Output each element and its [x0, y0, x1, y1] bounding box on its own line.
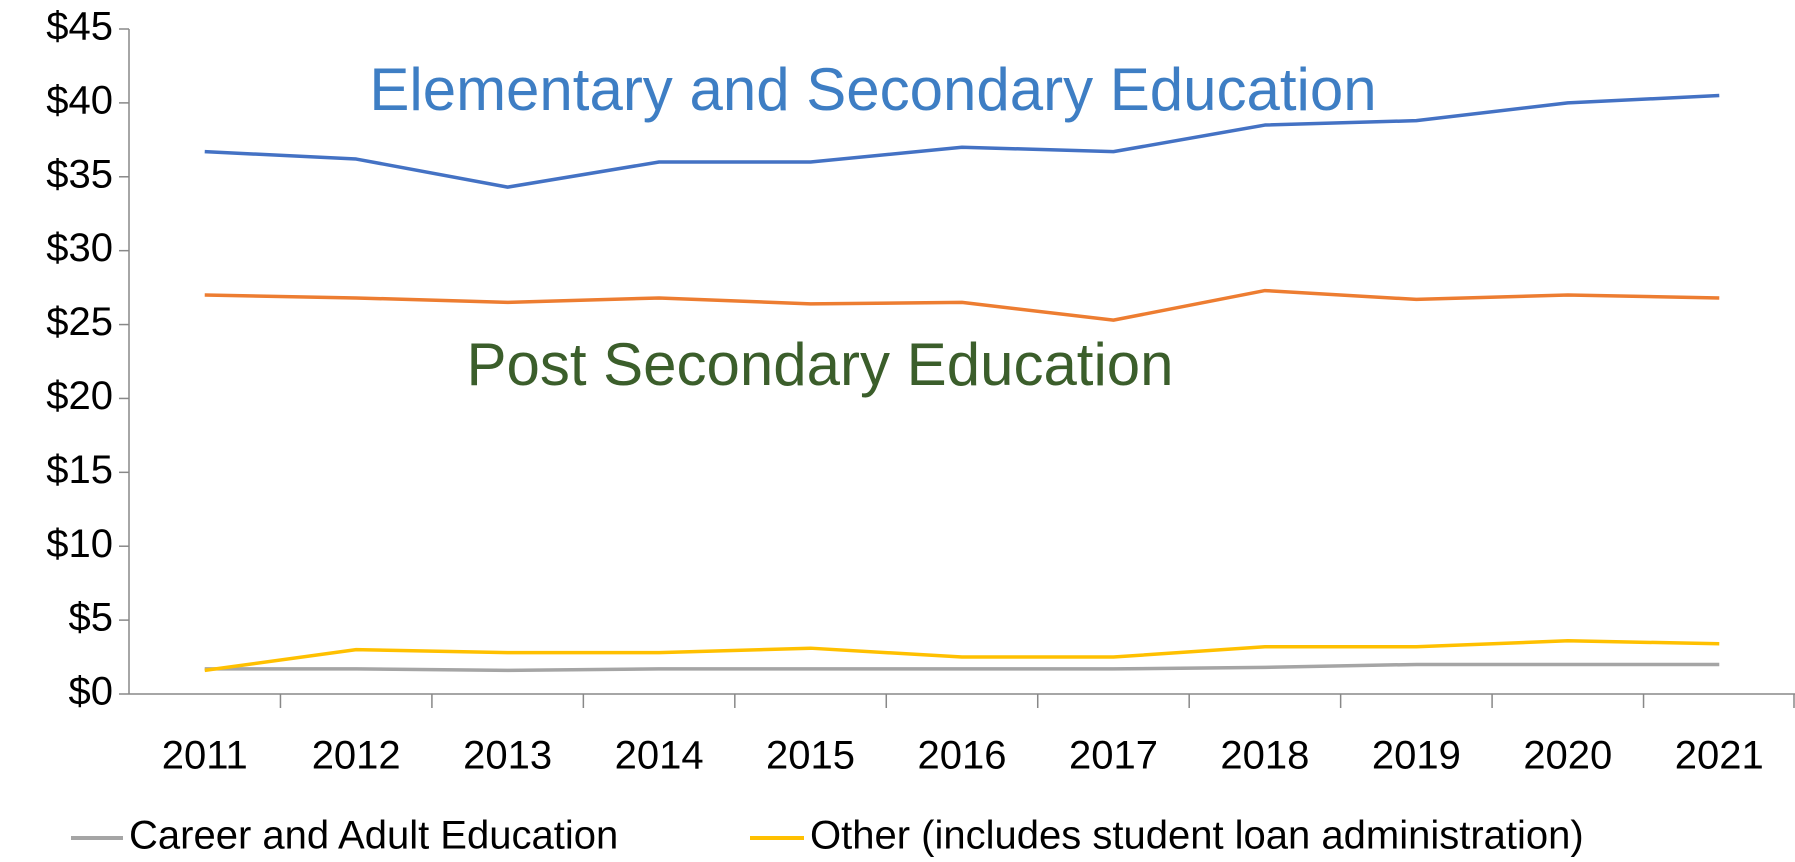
- series-line: [204, 93, 1720, 189]
- x-tick-label: 2017: [1069, 734, 1158, 778]
- x-tick-label: 2021: [1675, 734, 1764, 778]
- legend-label: Career and Adult Education: [129, 814, 618, 858]
- x-tick-label: 2020: [1523, 734, 1612, 778]
- y-tick-label: $35: [46, 152, 113, 196]
- x-tick-label: 2019: [1372, 734, 1461, 778]
- legend-label: Other (includes student loan administrat…: [810, 814, 1584, 858]
- series-line: [204, 639, 1720, 673]
- y-tick-label: $30: [46, 226, 113, 270]
- series-line: [204, 662, 1720, 673]
- y-tick-label: $5: [69, 596, 114, 640]
- y-tick-label: $0: [69, 670, 114, 714]
- x-tick-label: 2011: [162, 734, 248, 778]
- y-tick-label: $45: [46, 5, 113, 49]
- y-tick-label: $15: [46, 448, 113, 492]
- x-tick-label: 2018: [1220, 734, 1309, 778]
- x-tick-label: 2013: [463, 734, 552, 778]
- x-tick-label: 2014: [615, 734, 704, 778]
- series-label: Elementary and Secondary Education: [369, 56, 1376, 123]
- y-tick-label: $10: [46, 522, 113, 566]
- series-label: Post Secondary Education: [466, 331, 1173, 398]
- x-tick-label: 2015: [766, 734, 855, 778]
- x-tick-label: 2016: [918, 734, 1007, 778]
- series-line: [204, 288, 1720, 322]
- y-tick-label: $20: [46, 374, 113, 418]
- y-tick-label: $25: [46, 300, 113, 344]
- x-tick-label: 2012: [312, 734, 401, 778]
- y-tick-label: $40: [46, 78, 113, 122]
